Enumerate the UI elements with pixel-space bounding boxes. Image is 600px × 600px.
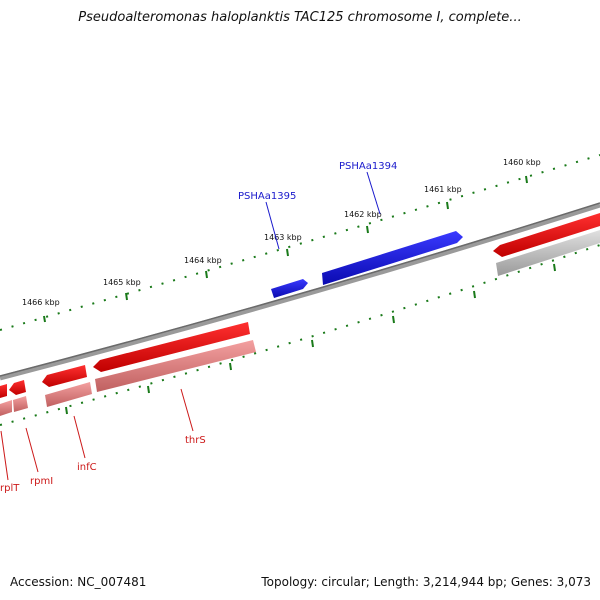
accession-label: Accession: NC_007481 xyxy=(10,575,147,589)
label-leader xyxy=(25,427,39,473)
major-tick xyxy=(43,315,46,323)
major-tick xyxy=(446,201,449,210)
outer-ruler xyxy=(0,154,600,331)
label-leader xyxy=(73,415,86,459)
gene-label-rplT[interactable]: rplT xyxy=(0,483,20,494)
major-tick xyxy=(125,292,128,301)
gene-label-thrS[interactable]: thrS xyxy=(185,435,206,446)
major-tick xyxy=(205,270,208,279)
ruler-label: 1466 kbp xyxy=(22,298,60,307)
ruler-label: 1461 kbp xyxy=(424,185,462,194)
major-tick xyxy=(366,225,369,234)
major-tick xyxy=(65,406,68,415)
topology-summary: Topology: circular; Length: 3,214,944 bp… xyxy=(261,575,591,589)
ruler-label: 1460 kbp xyxy=(503,158,541,167)
inner-ruler xyxy=(0,244,600,426)
gene-rplT[interactable] xyxy=(0,384,12,416)
label-leader xyxy=(0,430,9,481)
gene-PSHAa1395[interactable] xyxy=(271,279,308,298)
major-tick xyxy=(392,315,395,324)
major-tick xyxy=(311,339,314,348)
gene-label-PSHAa1395[interactable]: PSHAa1395 xyxy=(238,191,296,202)
gene-right-red[interactable] xyxy=(493,213,600,276)
major-tick xyxy=(229,362,232,371)
major-tick xyxy=(286,248,289,257)
gene-label-rpmI[interactable]: rpmI xyxy=(30,476,53,487)
genome-backbone xyxy=(0,202,600,381)
label-leader xyxy=(180,388,194,432)
ruler-label: 1462 kbp xyxy=(344,210,382,219)
major-tick xyxy=(147,385,150,394)
major-tick xyxy=(553,263,556,272)
label-leader xyxy=(366,171,381,215)
ruler-label: 1463 kbp xyxy=(264,233,302,242)
major-tick xyxy=(525,175,528,184)
gene-label-infC[interactable]: infC xyxy=(77,462,97,473)
gene-PSHAa1394[interactable] xyxy=(322,231,463,285)
major-tick xyxy=(473,290,476,299)
map-title: Pseudoalteromonas haloplanktis TAC125 ch… xyxy=(78,10,522,25)
gene-rpmI[interactable] xyxy=(9,380,28,412)
label-leader xyxy=(265,201,280,250)
gene-thrS[interactable] xyxy=(93,322,256,392)
ruler-label: 1465 kbp xyxy=(103,278,141,287)
gene-label-PSHAa1394[interactable]: PSHAa1394 xyxy=(339,161,397,172)
ruler-label: 1464 kbp xyxy=(184,256,222,265)
gene-infC[interactable] xyxy=(42,365,92,407)
